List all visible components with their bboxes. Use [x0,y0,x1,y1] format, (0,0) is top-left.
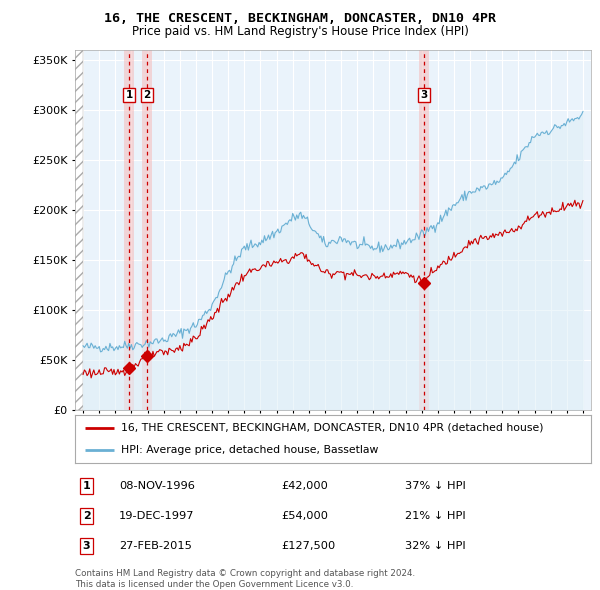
Text: 2: 2 [143,90,151,100]
Text: HPI: Average price, detached house, Bassetlaw: HPI: Average price, detached house, Bass… [121,445,379,455]
Text: Price paid vs. HM Land Registry's House Price Index (HPI): Price paid vs. HM Land Registry's House … [131,25,469,38]
Text: 32% ↓ HPI: 32% ↓ HPI [405,541,466,551]
Text: Contains HM Land Registry data © Crown copyright and database right 2024.
This d: Contains HM Land Registry data © Crown c… [75,569,415,589]
Bar [124,50,134,410]
Text: 1: 1 [83,481,91,491]
Text: 16, THE CRESCENT, BECKINGHAM, DONCASTER, DN10 4PR (detached house): 16, THE CRESCENT, BECKINGHAM, DONCASTER,… [121,423,544,433]
Text: £42,000: £42,000 [281,481,328,491]
Text: 27-FEB-2015: 27-FEB-2015 [119,541,192,551]
Text: 08-NOV-1996: 08-NOV-1996 [119,481,195,491]
Text: 16, THE CRESCENT, BECKINGHAM, DONCASTER, DN10 4PR: 16, THE CRESCENT, BECKINGHAM, DONCASTER,… [104,12,496,25]
Bar [75,50,83,410]
Text: 3: 3 [83,541,91,551]
Bar [419,50,429,410]
Text: 37% ↓ HPI: 37% ↓ HPI [405,481,466,491]
Bar [142,50,152,410]
Text: 21% ↓ HPI: 21% ↓ HPI [405,511,466,521]
Text: £127,500: £127,500 [281,541,335,551]
Text: 1: 1 [125,90,133,100]
Text: 2: 2 [83,511,91,521]
Text: 3: 3 [421,90,428,100]
Text: £54,000: £54,000 [281,511,328,521]
Text: 19-DEC-1997: 19-DEC-1997 [119,511,194,521]
